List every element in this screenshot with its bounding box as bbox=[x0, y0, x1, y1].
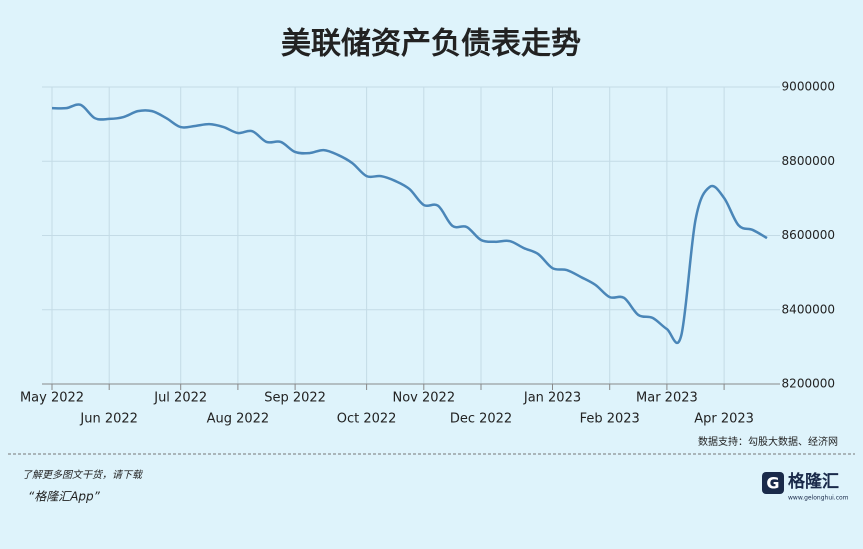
x-tick-label: Jul 2022 bbox=[153, 391, 207, 406]
footer-app: “格隆汇App” bbox=[28, 490, 101, 504]
x-tick-label: May 2022 bbox=[20, 391, 84, 406]
x-tick-label: Apr 2023 bbox=[694, 412, 754, 427]
logo-icon bbox=[762, 472, 784, 494]
y-tick-label: 9000000 bbox=[782, 80, 835, 94]
y-tick-label: 8800000 bbox=[782, 154, 835, 168]
x-tick-label: Oct 2022 bbox=[337, 412, 397, 427]
logo-url: www.gelonghui.com bbox=[788, 495, 849, 502]
x-tick-label: Feb 2023 bbox=[580, 412, 640, 427]
chart-title: 美联储资产负债表走势 bbox=[281, 27, 581, 62]
y-tick-label: 8200000 bbox=[782, 377, 835, 391]
footer-text: 了解更多图文干货，请下载 bbox=[22, 469, 144, 481]
y-tick-label: 8400000 bbox=[782, 302, 835, 316]
x-tick-label: Dec 2022 bbox=[450, 412, 512, 427]
x-tick-label: Nov 2022 bbox=[393, 391, 456, 406]
y-tick-label: 8600000 bbox=[782, 228, 835, 242]
x-tick-label: Aug 2022 bbox=[207, 412, 270, 427]
x-tick-label: Sep 2022 bbox=[264, 391, 326, 406]
source: 数据支持：勾股大数据、经济网 bbox=[698, 435, 838, 448]
logo: 格隆汇 bbox=[788, 471, 839, 492]
line bbox=[51, 103, 768, 345]
x-tick-label: Mar 2023 bbox=[636, 391, 698, 406]
x-tick-label: Jan 2023 bbox=[523, 391, 581, 406]
x-tick-label: Jun 2022 bbox=[79, 412, 138, 427]
logo-icon-letter: G bbox=[766, 474, 779, 493]
